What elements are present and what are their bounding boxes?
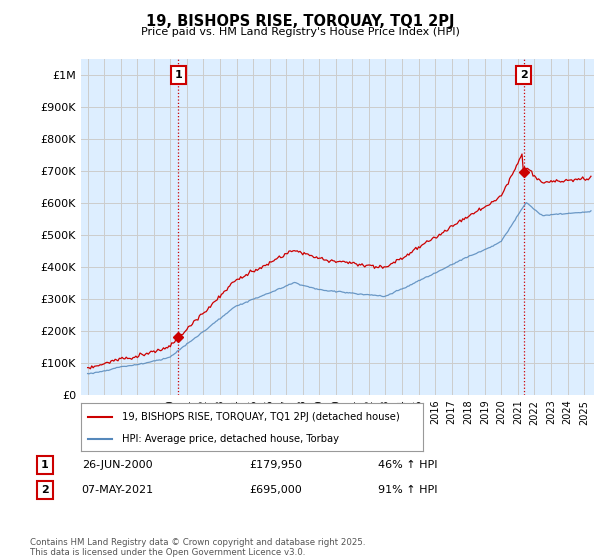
Text: HPI: Average price, detached house, Torbay: HPI: Average price, detached house, Torb… bbox=[122, 434, 339, 444]
Text: 91% ↑ HPI: 91% ↑ HPI bbox=[378, 485, 438, 495]
Text: 1: 1 bbox=[41, 460, 49, 470]
Text: 46% ↑ HPI: 46% ↑ HPI bbox=[378, 460, 438, 470]
Text: 2: 2 bbox=[41, 485, 49, 495]
Text: 19, BISHOPS RISE, TORQUAY, TQ1 2PJ (detached house): 19, BISHOPS RISE, TORQUAY, TQ1 2PJ (deta… bbox=[122, 412, 400, 422]
Text: Price paid vs. HM Land Registry's House Price Index (HPI): Price paid vs. HM Land Registry's House … bbox=[140, 27, 460, 37]
Text: 2: 2 bbox=[520, 70, 527, 80]
Text: 1: 1 bbox=[175, 70, 182, 80]
Text: £695,000: £695,000 bbox=[250, 485, 302, 495]
Text: £179,950: £179,950 bbox=[250, 460, 302, 470]
Text: Contains HM Land Registry data © Crown copyright and database right 2025.
This d: Contains HM Land Registry data © Crown c… bbox=[30, 538, 365, 557]
Text: 07-MAY-2021: 07-MAY-2021 bbox=[81, 485, 153, 495]
Text: 26-JUN-2000: 26-JUN-2000 bbox=[82, 460, 152, 470]
Text: 19, BISHOPS RISE, TORQUAY, TQ1 2PJ: 19, BISHOPS RISE, TORQUAY, TQ1 2PJ bbox=[146, 14, 454, 29]
